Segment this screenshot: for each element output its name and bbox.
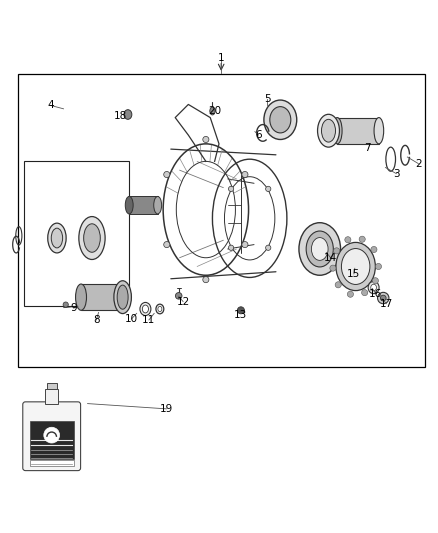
Text: 20: 20	[208, 106, 221, 116]
Text: 18: 18	[114, 111, 127, 122]
Ellipse shape	[374, 118, 384, 144]
Bar	[47, 383, 57, 389]
Ellipse shape	[115, 284, 126, 310]
Text: 14: 14	[324, 253, 337, 263]
Circle shape	[334, 248, 340, 254]
Ellipse shape	[156, 304, 164, 314]
Circle shape	[345, 237, 351, 243]
Circle shape	[229, 186, 234, 191]
Ellipse shape	[114, 281, 131, 313]
Ellipse shape	[142, 305, 148, 313]
Bar	[18, 74, 425, 367]
Circle shape	[371, 246, 377, 253]
Ellipse shape	[210, 107, 215, 115]
Bar	[337, 118, 379, 144]
Ellipse shape	[380, 295, 386, 301]
Ellipse shape	[299, 223, 341, 275]
Ellipse shape	[51, 228, 63, 248]
Circle shape	[265, 186, 271, 191]
Text: 9: 9	[70, 303, 77, 313]
Ellipse shape	[264, 100, 297, 140]
Circle shape	[335, 282, 341, 288]
Ellipse shape	[175, 293, 182, 299]
Circle shape	[362, 289, 368, 296]
Ellipse shape	[270, 107, 291, 133]
Ellipse shape	[48, 223, 66, 253]
Text: 16: 16	[369, 289, 382, 298]
Bar	[30, 460, 74, 466]
Text: 11: 11	[142, 315, 155, 325]
Text: 17: 17	[380, 298, 393, 309]
Ellipse shape	[306, 231, 333, 267]
Circle shape	[242, 172, 248, 177]
Ellipse shape	[332, 118, 342, 144]
Bar	[81, 284, 120, 310]
Ellipse shape	[342, 248, 370, 285]
Circle shape	[375, 263, 381, 270]
Ellipse shape	[125, 197, 133, 214]
FancyBboxPatch shape	[23, 402, 81, 471]
Ellipse shape	[311, 238, 328, 260]
Bar	[24, 161, 129, 306]
Circle shape	[242, 241, 248, 248]
Circle shape	[359, 236, 365, 243]
Ellipse shape	[378, 292, 389, 304]
Text: 7: 7	[364, 143, 371, 154]
Ellipse shape	[117, 285, 128, 309]
Text: 19: 19	[160, 404, 173, 414]
Ellipse shape	[318, 114, 339, 147]
Text: 3: 3	[393, 168, 400, 179]
Text: 5: 5	[264, 94, 271, 104]
Ellipse shape	[79, 216, 105, 260]
Text: 1: 1	[218, 53, 225, 63]
Ellipse shape	[154, 197, 162, 214]
Text: 15: 15	[347, 269, 360, 279]
Circle shape	[164, 172, 170, 177]
Circle shape	[237, 307, 244, 314]
Ellipse shape	[371, 284, 376, 291]
Bar	[30, 421, 74, 459]
Text: 6: 6	[255, 130, 262, 140]
Circle shape	[203, 136, 209, 142]
Text: 10: 10	[125, 314, 138, 324]
Circle shape	[372, 278, 378, 284]
Ellipse shape	[140, 302, 151, 316]
Circle shape	[265, 245, 271, 251]
Bar	[45, 389, 58, 405]
Circle shape	[164, 241, 170, 248]
Circle shape	[203, 277, 209, 282]
Text: 8: 8	[93, 315, 100, 325]
Ellipse shape	[76, 284, 86, 310]
Ellipse shape	[321, 119, 336, 142]
Circle shape	[44, 427, 60, 443]
Circle shape	[330, 265, 336, 271]
Ellipse shape	[84, 224, 100, 252]
Ellipse shape	[368, 281, 379, 294]
Text: 13: 13	[233, 310, 247, 320]
Circle shape	[63, 302, 68, 307]
Text: 4: 4	[47, 100, 54, 110]
Ellipse shape	[336, 243, 375, 290]
Text: 12: 12	[177, 296, 190, 306]
Ellipse shape	[158, 306, 162, 312]
Bar	[129, 197, 158, 214]
Ellipse shape	[124, 110, 132, 119]
Text: 2: 2	[415, 159, 422, 168]
Circle shape	[347, 291, 353, 297]
Circle shape	[229, 245, 234, 251]
